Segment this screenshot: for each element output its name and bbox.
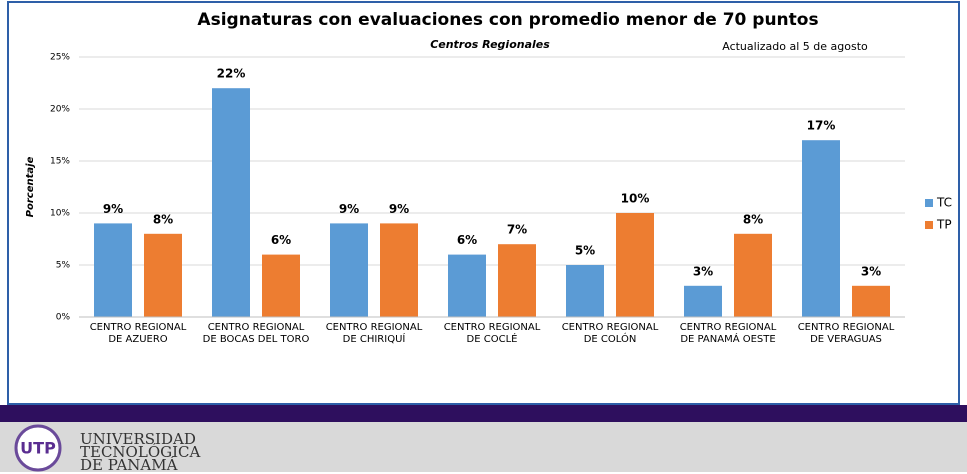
y-tick-label: 5%: [56, 261, 71, 271]
annotation: Actualizado al 5 de agosto: [722, 40, 868, 53]
footer-line: TECNOLÓGICA: [80, 443, 201, 461]
bar: [734, 233, 772, 317]
chart-title: Asignaturas con evaluaciones con promedi…: [197, 10, 818, 30]
data-label: 17%: [807, 119, 836, 133]
y-tick-label: 20%: [50, 105, 70, 115]
y-tick-label: 15%: [50, 157, 70, 167]
legend-swatch: [925, 199, 933, 207]
x-tick-label: CENTRO REGIONAL DE AZUERO: [89, 322, 187, 345]
logo-mark: UTP: [20, 439, 56, 458]
data-label: 6%: [271, 233, 291, 247]
legend-label: TP: [936, 218, 952, 232]
bar: [616, 213, 654, 317]
slide-frame: [7, 1, 960, 405]
legend-label: TC: [936, 196, 952, 210]
bar: [94, 223, 132, 317]
data-label: 9%: [103, 202, 123, 216]
y-tick-label: 10%: [50, 209, 70, 219]
chart-subtitle: Centros Regionales: [430, 38, 550, 51]
data-label: 3%: [861, 264, 881, 278]
bar: [380, 223, 418, 317]
bar: [330, 223, 368, 317]
bar: [144, 233, 182, 317]
bar: [852, 285, 890, 317]
y-axis-label: Porcentaje: [25, 156, 36, 217]
y-tick-label: 25%: [50, 53, 70, 63]
data-label: 5%: [575, 244, 595, 258]
x-tick-label: CENTRO REGIONAL DE COLÓN: [561, 322, 659, 345]
x-tick-label: CENTRO REGIONAL DE VERAGUAS: [797, 322, 895, 345]
x-tick-label: CENTRO REGIONAL DE PANAMÁ OESTE: [679, 322, 777, 345]
data-label: 3%: [693, 264, 713, 278]
footer-line: DE PANAMÁ: [80, 456, 178, 474]
legend-swatch: [925, 221, 933, 229]
bar: [802, 140, 840, 317]
data-label: 9%: [389, 202, 409, 216]
bar: [262, 254, 300, 317]
y-tick-label: 0%: [56, 313, 71, 323]
data-label: 22%: [217, 67, 246, 81]
bar: [684, 285, 722, 317]
bar: [448, 254, 486, 317]
data-label: 10%: [621, 192, 650, 206]
x-tick-label: CENTRO REGIONAL DE COCLÉ: [443, 322, 541, 345]
data-label: 7%: [507, 223, 527, 237]
purple-band: [0, 405, 967, 422]
bar: [212, 88, 250, 317]
data-label: 8%: [743, 212, 763, 226]
logo: [14, 424, 62, 472]
x-tick-label: CENTRO REGIONAL DE BOCAS DEL TORO: [202, 322, 310, 345]
footer-line: UNIVERSIDAD: [80, 430, 196, 448]
x-tick-label: CENTRO REGIONAL DE CHIRIQUÍ: [325, 322, 423, 345]
bar: [498, 244, 536, 317]
bar: [566, 265, 604, 317]
footer-band: [0, 422, 967, 472]
data-label: 9%: [339, 202, 359, 216]
data-label: 8%: [153, 212, 173, 226]
data-label: 6%: [457, 233, 477, 247]
